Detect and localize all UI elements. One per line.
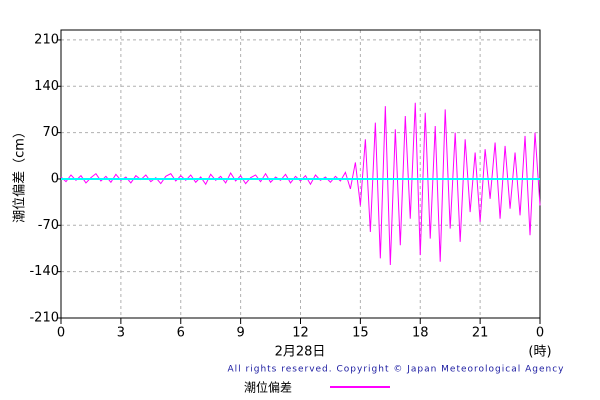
x-tick-label: 6 (177, 326, 185, 341)
x-tick-label: 15 (352, 326, 369, 341)
y-axis-label: 潮位偏差（cm） (13, 125, 28, 223)
y-tick-label: -210 (29, 311, 59, 326)
x-axis-label: 2月28日 (275, 345, 326, 360)
x-unit: (時) (528, 345, 551, 360)
plot-frame (60, 29, 541, 319)
y-tick-label: 210 (34, 32, 59, 47)
x-tick-label: 18 (412, 326, 429, 341)
x-tick-label: 21 (472, 326, 489, 341)
x-tick-label: 0 (536, 326, 544, 341)
y-tick-label: -140 (29, 264, 59, 279)
x-tick-label: 12 (292, 326, 309, 341)
y-tick-label: 0 (51, 171, 59, 186)
y-tick-label: -70 (38, 218, 59, 233)
y-tick-label: 140 (34, 79, 59, 94)
x-tick-label: 9 (236, 326, 244, 341)
y-tick-label: 70 (42, 125, 59, 140)
legend-label: 潮位偏差 (244, 380, 292, 395)
x-tick-label: 3 (117, 326, 125, 341)
x-tick-label: 0 (57, 326, 65, 341)
copyright: All rights reserved. Copyright © Japan M… (228, 365, 565, 375)
